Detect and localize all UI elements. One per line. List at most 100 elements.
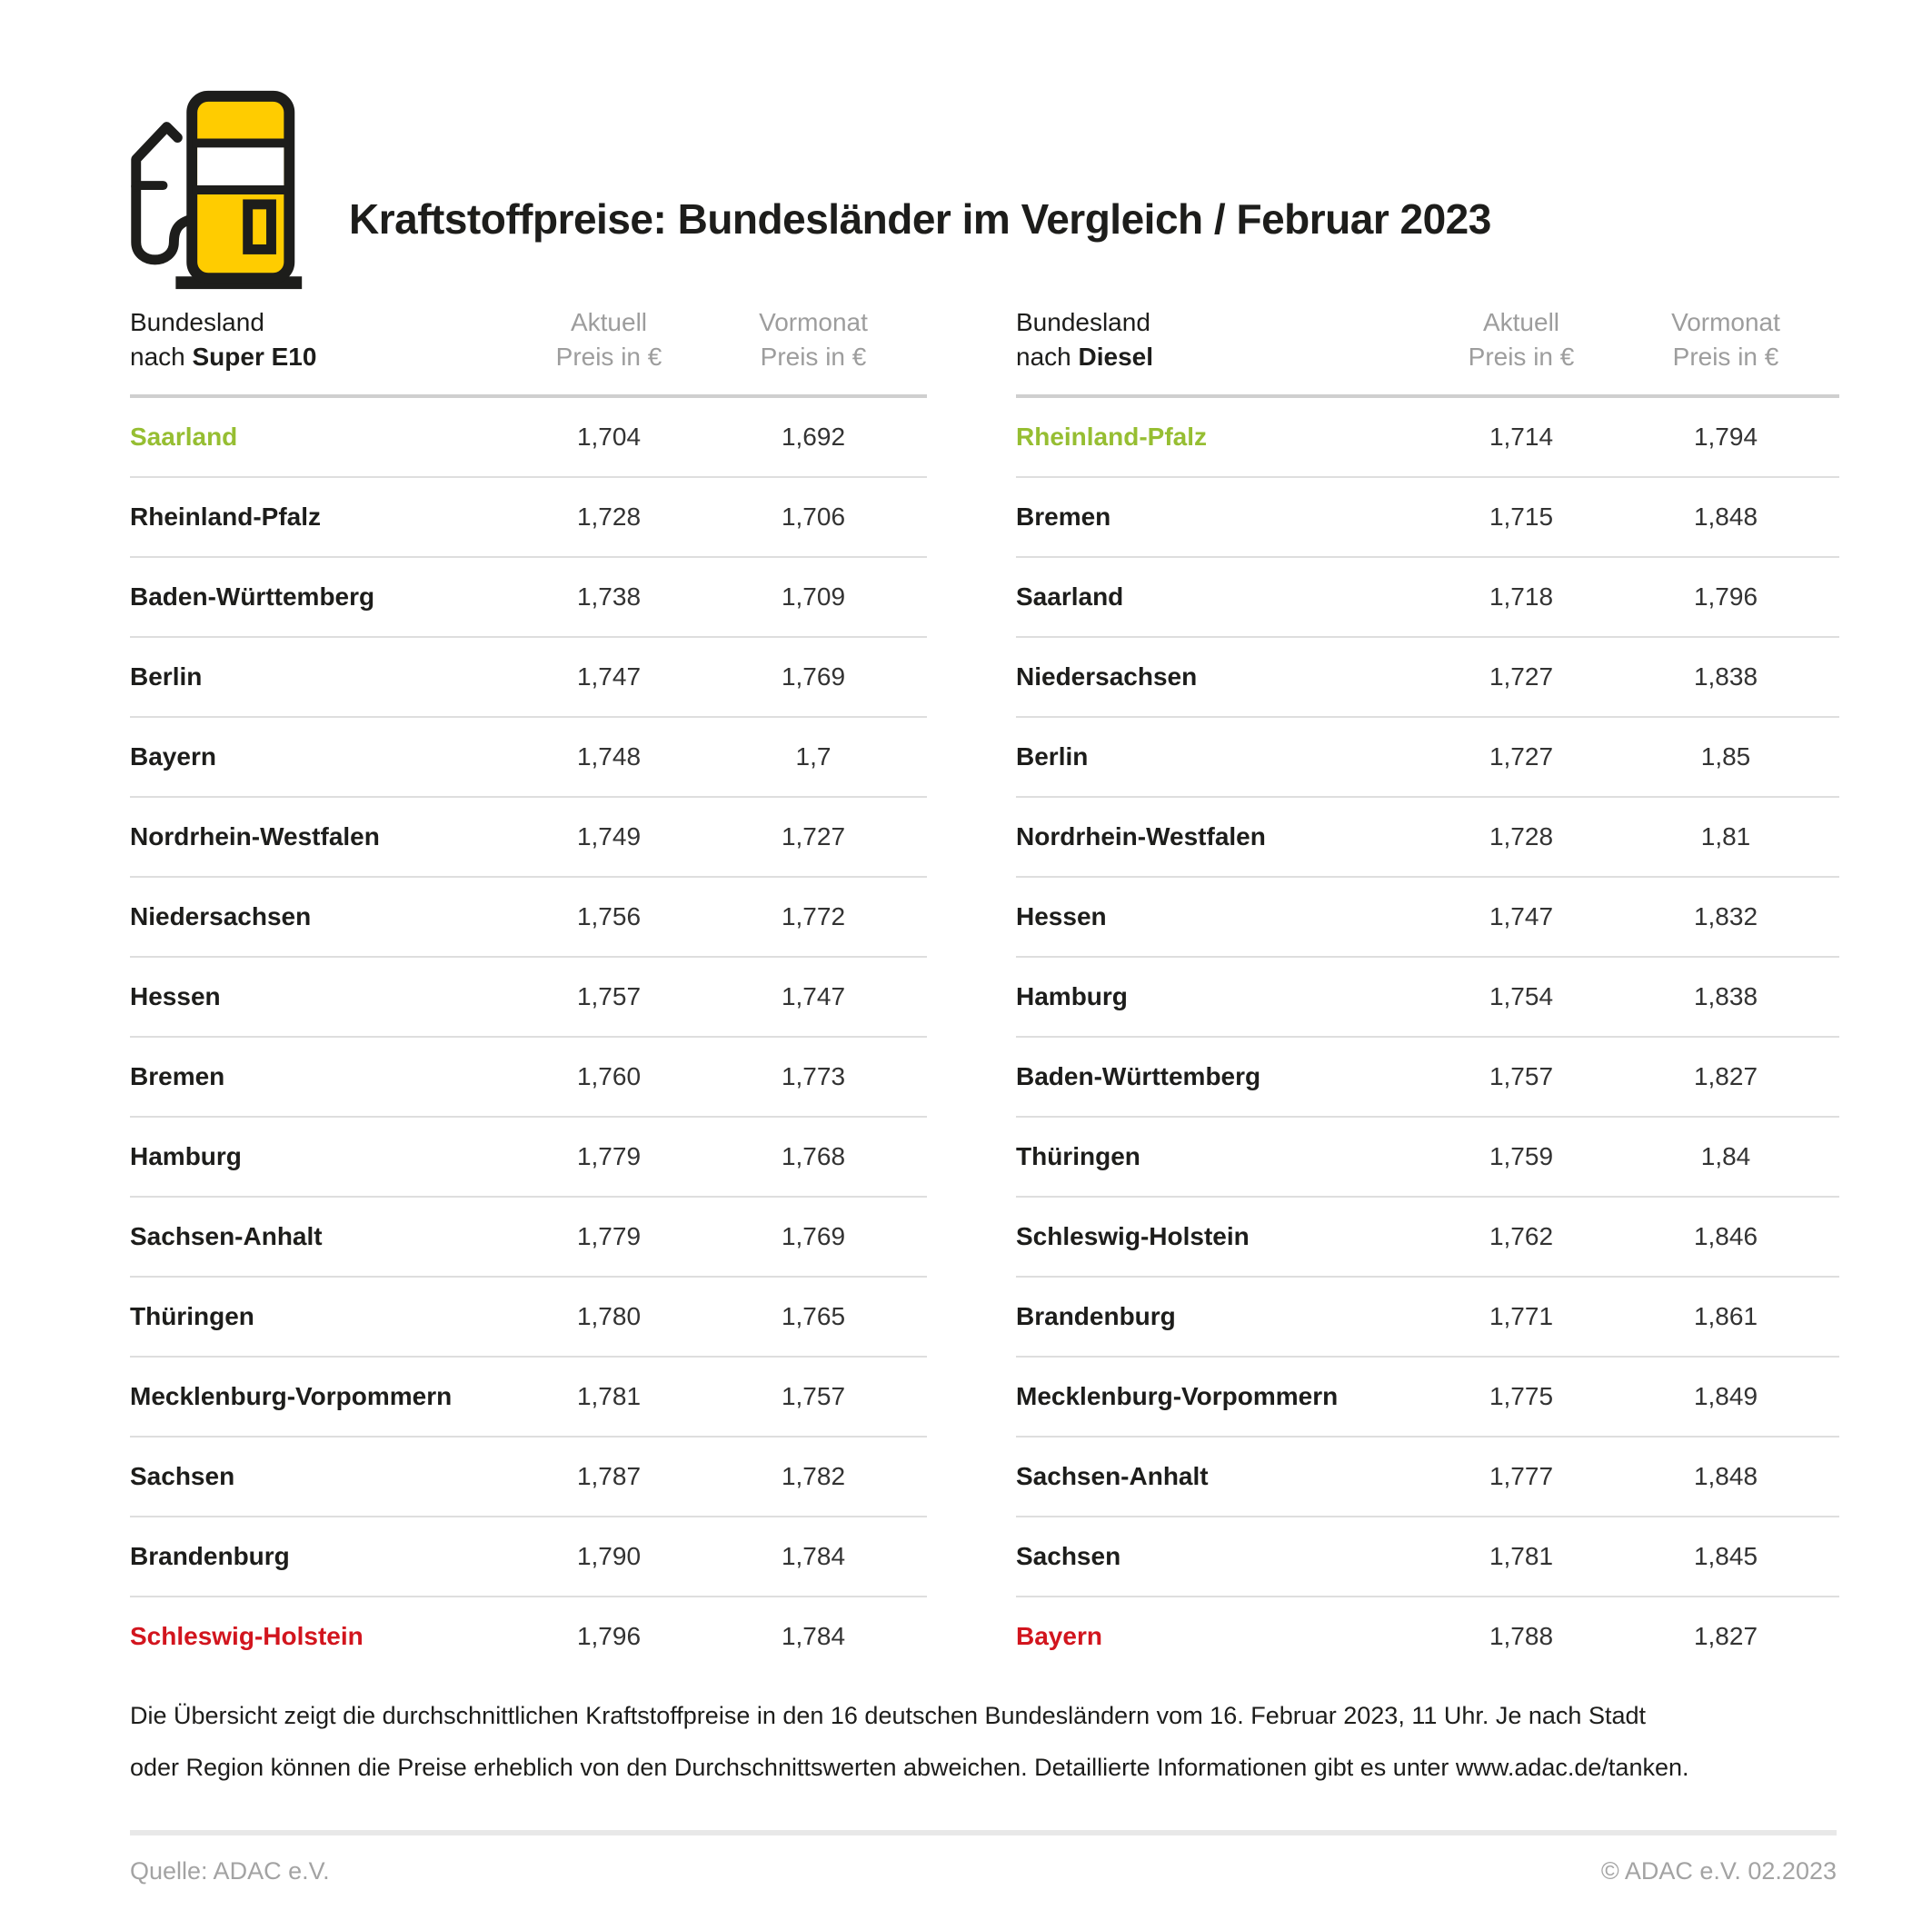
bundesland-name: Brandenburg [1016,1302,1176,1330]
aktuell-price: 1,718 [1489,582,1554,611]
table-row: Saarland 1,704 1,692 [130,398,927,478]
bundesland-name: Saarland [1016,582,1124,611]
bundesland-name: Sachsen [1016,1542,1121,1570]
aktuell-price: 1,779 [576,1222,642,1250]
table-row: Hamburg 1,779 1,768 [130,1118,927,1198]
aktuell-price: 1,780 [576,1302,642,1330]
vormonat-price: 1,848 [1693,1462,1758,1490]
table-row: Berlin 1,727 1,85 [1016,718,1839,798]
aktuell-price: 1,796 [576,1622,642,1650]
fuel-type-label: Super E10 [192,343,317,371]
table-diesel-header: Bundesland nach Diesel Aktuell Preis in … [1016,305,1839,398]
vormonat-price: 1,838 [1693,982,1758,1010]
aktuell-price: 1,781 [1489,1542,1554,1570]
bundesland-name: Thüringen [130,1302,254,1330]
aktuell-price: 1,757 [576,982,642,1010]
table-row: Berlin 1,747 1,769 [130,638,927,718]
vormonat-price: 1,765 [781,1302,846,1330]
table-row: Hessen 1,747 1,832 [1016,878,1839,958]
aktuell-price: 1,714 [1489,423,1554,451]
bundesland-name: Brandenburg [130,1542,290,1570]
price-tables: Bundesland nach Super E10 Aktuell Preis … [130,305,1839,1676]
bundesland-name: Baden-Württemberg [130,582,375,611]
vormonat-price: 1,794 [1693,423,1758,451]
vormonat-price: 1,81 [1700,822,1751,851]
bundesland-name: Sachsen-Anhalt [130,1222,323,1250]
bundesland-name: Rheinland-Pfalz [130,502,322,531]
vormonat-price: 1,832 [1693,902,1758,930]
aktuell-price: 1,747 [576,662,642,691]
vormonat-price: 1,796 [1693,582,1758,611]
column-header-aktuell: Aktuell Preis in € [1468,308,1575,371]
aktuell-price: 1,787 [576,1462,642,1490]
vormonat-price: 1,692 [781,423,846,451]
table-row: Rheinland-Pfalz 1,714 1,794 [1016,398,1839,478]
vormonat-price: 1,757 [781,1382,846,1410]
bundesland-name: Nordrhein-Westfalen [1016,822,1266,851]
table-row: Sachsen 1,781 1,845 [1016,1517,1839,1597]
table-row: Baden-Württemberg 1,738 1,709 [130,558,927,638]
table-row: Hamburg 1,754 1,838 [1016,958,1839,1038]
column-header-vormonat: Vormonat Preis in € [759,308,868,371]
aktuell-price: 1,728 [576,502,642,531]
vormonat-price: 1,782 [781,1462,846,1490]
table-row: Brandenburg 1,790 1,784 [130,1517,927,1597]
vormonat-price: 1,848 [1693,502,1758,531]
aktuell-price: 1,762 [1489,1222,1554,1250]
bundesland-name: Saarland [130,423,238,451]
table-row: Sachsen 1,787 1,782 [130,1438,927,1517]
table-row: Mecklenburg-Vorpommern 1,775 1,849 [1016,1358,1839,1438]
column-header-aktuell: Aktuell Preis in € [555,308,662,371]
copyright-label: © ADAC e.V. 02.2023 [1600,1857,1837,1885]
bundesland-name: Hessen [1016,902,1107,930]
table-row: Sachsen-Anhalt 1,779 1,769 [130,1198,927,1278]
aktuell-price: 1,727 [1489,742,1554,771]
vormonat-price: 1,7 [795,742,832,771]
aktuell-price: 1,790 [576,1542,642,1570]
table-row: Sachsen-Anhalt 1,777 1,848 [1016,1438,1839,1517]
vormonat-price: 1,845 [1693,1542,1758,1570]
footer-divider [130,1830,1837,1835]
vormonat-price: 1,769 [781,662,846,691]
bundesland-name: Schleswig-Holstein [1016,1222,1250,1250]
table-row: Nordrhein-Westfalen 1,728 1,81 [1016,798,1839,878]
fuel-pump-icon [131,90,303,290]
bundesland-name: Mecklenburg-Vorpommern [130,1382,453,1410]
table-row: Bayern 1,788 1,827 [1016,1597,1839,1676]
bundesland-name: Baden-Württemberg [1016,1062,1261,1090]
source-label: Quelle: ADAC e.V. [130,1857,330,1885]
footnote-text: Die Übersicht zeigt die durchschnittlich… [130,1702,1689,1781]
aktuell-price: 1,728 [1489,822,1554,851]
aktuell-price: 1,754 [1489,982,1554,1010]
vormonat-price: 1,85 [1700,742,1751,771]
bundesland-name: Niedersachsen [1016,662,1198,691]
table-super-e10-header: Bundesland nach Super E10 Aktuell Preis … [130,305,927,398]
vormonat-price: 1,769 [781,1222,846,1250]
vormonat-price: 1,784 [781,1622,846,1650]
vormonat-price: 1,727 [781,822,846,851]
vormonat-price: 1,784 [781,1542,846,1570]
aktuell-price: 1,759 [1489,1142,1554,1170]
vormonat-price: 1,827 [1693,1062,1758,1090]
bundesland-name: Schleswig-Holstein [130,1622,363,1650]
bundesland-name: Sachsen-Anhalt [1016,1462,1209,1490]
table-diesel-body: Rheinland-Pfalz 1,714 1,794 Bremen 1,715 1,84… [1016,398,1839,1676]
table-row: Brandenburg 1,771 1,861 [1016,1278,1839,1358]
aktuell-price: 1,757 [1489,1062,1554,1090]
table-row: Saarland 1,718 1,796 [1016,558,1839,638]
table-row: Rheinland-Pfalz 1,728 1,706 [130,478,927,558]
aktuell-price: 1,749 [576,822,642,851]
vormonat-price: 1,706 [781,502,846,531]
bundesland-name: Sachsen [130,1462,235,1490]
vormonat-price: 1,846 [1693,1222,1758,1250]
aktuell-price: 1,775 [1489,1382,1554,1410]
bundesland-name: Mecklenburg-Vorpommern [1016,1382,1339,1410]
vormonat-price: 1,849 [1693,1382,1758,1410]
table-super-e10: Bundesland nach Super E10 Aktuell Preis … [130,305,927,1676]
vormonat-price: 1,768 [781,1142,846,1170]
aktuell-price: 1,760 [576,1062,642,1090]
vormonat-price: 1,827 [1693,1622,1758,1650]
table-row: Bremen 1,760 1,773 [130,1038,927,1118]
bundesland-name: Nordrhein-Westfalen [130,822,380,851]
